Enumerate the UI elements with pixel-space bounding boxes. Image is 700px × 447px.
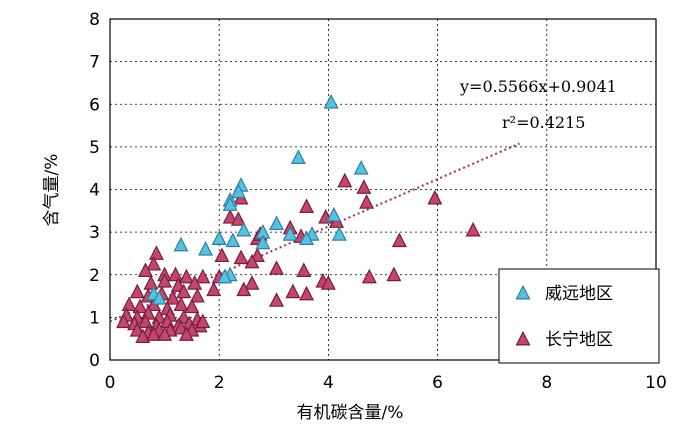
y-tick-labels: 0 1 2 3 4 5 6 7 8 — [89, 10, 100, 371]
point-changning — [148, 245, 164, 260]
point-changning — [465, 221, 481, 237]
y-tick-label: 2 — [89, 266, 100, 286]
point-changning — [359, 194, 375, 209]
point-changning — [214, 247, 230, 263]
point-changning — [184, 298, 200, 314]
point-changning — [296, 262, 312, 277]
regression-equation: y=0.5566x+0.9041 — [459, 77, 617, 96]
data-points — [116, 93, 481, 344]
point-weiyuan — [230, 183, 246, 199]
point-changning — [121, 296, 137, 312]
y-tick-label: 0 — [89, 351, 100, 371]
point-changning — [269, 292, 285, 307]
y-axis-title: 含气量/% — [42, 154, 62, 227]
legend-marker — [515, 330, 531, 346]
x-tick-label: 0 — [105, 373, 116, 393]
point-changning — [168, 266, 184, 282]
point-changning — [143, 275, 159, 290]
point-weiyuan — [173, 236, 189, 252]
point-changning — [195, 313, 211, 329]
point-weiyuan — [326, 206, 342, 222]
point-changning — [165, 290, 181, 305]
point-changning — [285, 283, 301, 299]
point-changning — [138, 262, 153, 277]
x-axis-title: 有机碳含量/% — [297, 403, 404, 423]
point-changning — [230, 211, 246, 226]
point-weiyuan — [151, 290, 167, 305]
point-changning — [157, 272, 173, 288]
x-tick-label: 8 — [541, 373, 552, 393]
point-weiyuan — [236, 221, 252, 237]
plot-frame — [109, 18, 657, 361]
point-changning — [236, 281, 252, 297]
point-changning — [135, 328, 151, 344]
point-weiyuan — [217, 268, 233, 284]
legend-box — [498, 268, 660, 364]
point-changning — [427, 189, 443, 205]
point-changning — [386, 266, 402, 282]
point-changning — [233, 249, 249, 265]
point-changning — [129, 283, 145, 299]
point-changning — [173, 296, 189, 312]
x-tick-label: 4 — [323, 373, 334, 393]
point-changning — [337, 172, 353, 188]
point-changning — [116, 313, 132, 329]
point-weiyuan — [290, 149, 306, 164]
point-weiyuan — [222, 196, 238, 211]
point-weiyuan — [255, 234, 271, 250]
y-tick-label: 8 — [89, 10, 100, 30]
point-weiyuan — [323, 93, 339, 109]
point-changning — [244, 253, 260, 269]
point-changning — [299, 198, 315, 213]
y-tick-label: 7 — [89, 53, 100, 73]
point-weiyuan — [282, 226, 298, 241]
point-changning — [391, 232, 407, 248]
x-tick-labels: 0 2 4 6 8 10 — [105, 373, 667, 393]
point-changning — [361, 268, 377, 284]
legend-label: 威远地区 — [545, 284, 613, 304]
point-weiyuan — [198, 241, 214, 256]
point-changning — [146, 255, 162, 271]
point-changning — [187, 275, 203, 290]
r-squared-label: r²=0.4215 — [502, 113, 585, 132]
point-changning — [176, 283, 192, 299]
point-changning — [299, 285, 315, 301]
y-tick-label: 1 — [89, 308, 100, 328]
point-weiyuan — [299, 230, 315, 245]
point-weiyuan — [211, 230, 227, 245]
y-tick-label: 3 — [89, 223, 100, 243]
point-changning — [195, 268, 211, 284]
point-weiyuan — [353, 160, 369, 175]
point-changning — [178, 326, 194, 341]
point-changning — [157, 326, 173, 341]
point-changning — [132, 298, 148, 314]
y-tick-label: 5 — [89, 138, 100, 158]
x-tick-label: 6 — [432, 373, 443, 393]
point-changning — [206, 281, 222, 297]
point-changning — [189, 287, 205, 303]
point-changning — [178, 268, 194, 284]
point-weiyuan — [269, 215, 285, 231]
point-changning — [356, 179, 372, 194]
y-tick-label: 6 — [89, 95, 100, 115]
point-changning — [146, 326, 162, 341]
point-weiyuan — [331, 226, 347, 241]
legend-marker — [515, 284, 531, 300]
point-changning — [269, 260, 285, 275]
x-tick-label: 2 — [214, 373, 225, 393]
point-changning — [244, 275, 260, 290]
legend-label: 长宁地区 — [545, 330, 613, 350]
point-weiyuan — [225, 232, 241, 248]
point-changning — [222, 209, 238, 224]
point-changning — [138, 313, 153, 329]
point-changning — [320, 275, 336, 290]
x-tick-label: 10 — [645, 373, 667, 393]
y-tick-label: 4 — [89, 181, 100, 201]
